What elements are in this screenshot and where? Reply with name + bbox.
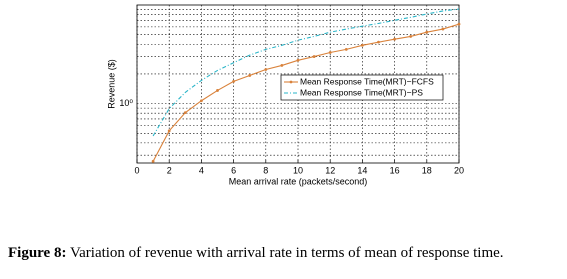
y-axis-label: Revenue ($) <box>106 59 116 109</box>
point <box>264 68 268 71</box>
point <box>167 129 171 133</box>
legend-box <box>280 74 444 101</box>
x-tick-label: 2 <box>167 165 172 175</box>
point <box>393 37 396 41</box>
caption-text: Variation of revenue with arrival rate i… <box>66 245 504 261</box>
point <box>248 74 252 77</box>
point <box>200 99 203 103</box>
point <box>361 43 364 47</box>
x-tick-label: 20 <box>454 165 464 175</box>
point <box>232 80 236 83</box>
point <box>328 51 332 54</box>
x-tick-label: 18 <box>422 165 432 175</box>
point <box>377 40 380 44</box>
x-tick-label: 6 <box>231 165 236 175</box>
point <box>183 111 187 115</box>
x-tick-label: 0 <box>134 165 139 175</box>
point <box>409 35 413 38</box>
x-tick-label: 8 <box>263 165 268 175</box>
legend-label: Mean Response Time(MRT)−FCFS <box>300 76 434 86</box>
x-tick-label: 4 <box>199 165 204 175</box>
x-tick-label: 16 <box>390 165 400 175</box>
series-line <box>152 23 459 162</box>
x-axis-label: Mean arrival rate (packets/second) <box>229 176 368 186</box>
point <box>151 159 155 163</box>
point <box>216 89 219 92</box>
caption: Figure 8: Variation of revenue with arri… <box>8 245 504 262</box>
point <box>457 22 461 26</box>
plot-frame <box>136 4 460 164</box>
x-tick-label: 14 <box>357 165 367 175</box>
point <box>312 55 316 58</box>
x-tick-label: 12 <box>325 165 335 175</box>
series-line <box>152 8 459 137</box>
point <box>344 47 348 51</box>
y-tick-label: 10⁰ <box>119 98 133 108</box>
legend-dot <box>289 80 293 84</box>
chart: Revenue ($) Mean arrival rate (packets/s… <box>106 4 464 186</box>
legend-label: Mean Response Time(MRT)−PS <box>300 87 423 97</box>
point <box>425 30 429 34</box>
point <box>296 58 300 62</box>
point <box>280 64 284 67</box>
x-tick-label: 10 <box>293 165 303 175</box>
point <box>441 27 445 31</box>
caption-label: Figure 8: <box>8 245 67 261</box>
